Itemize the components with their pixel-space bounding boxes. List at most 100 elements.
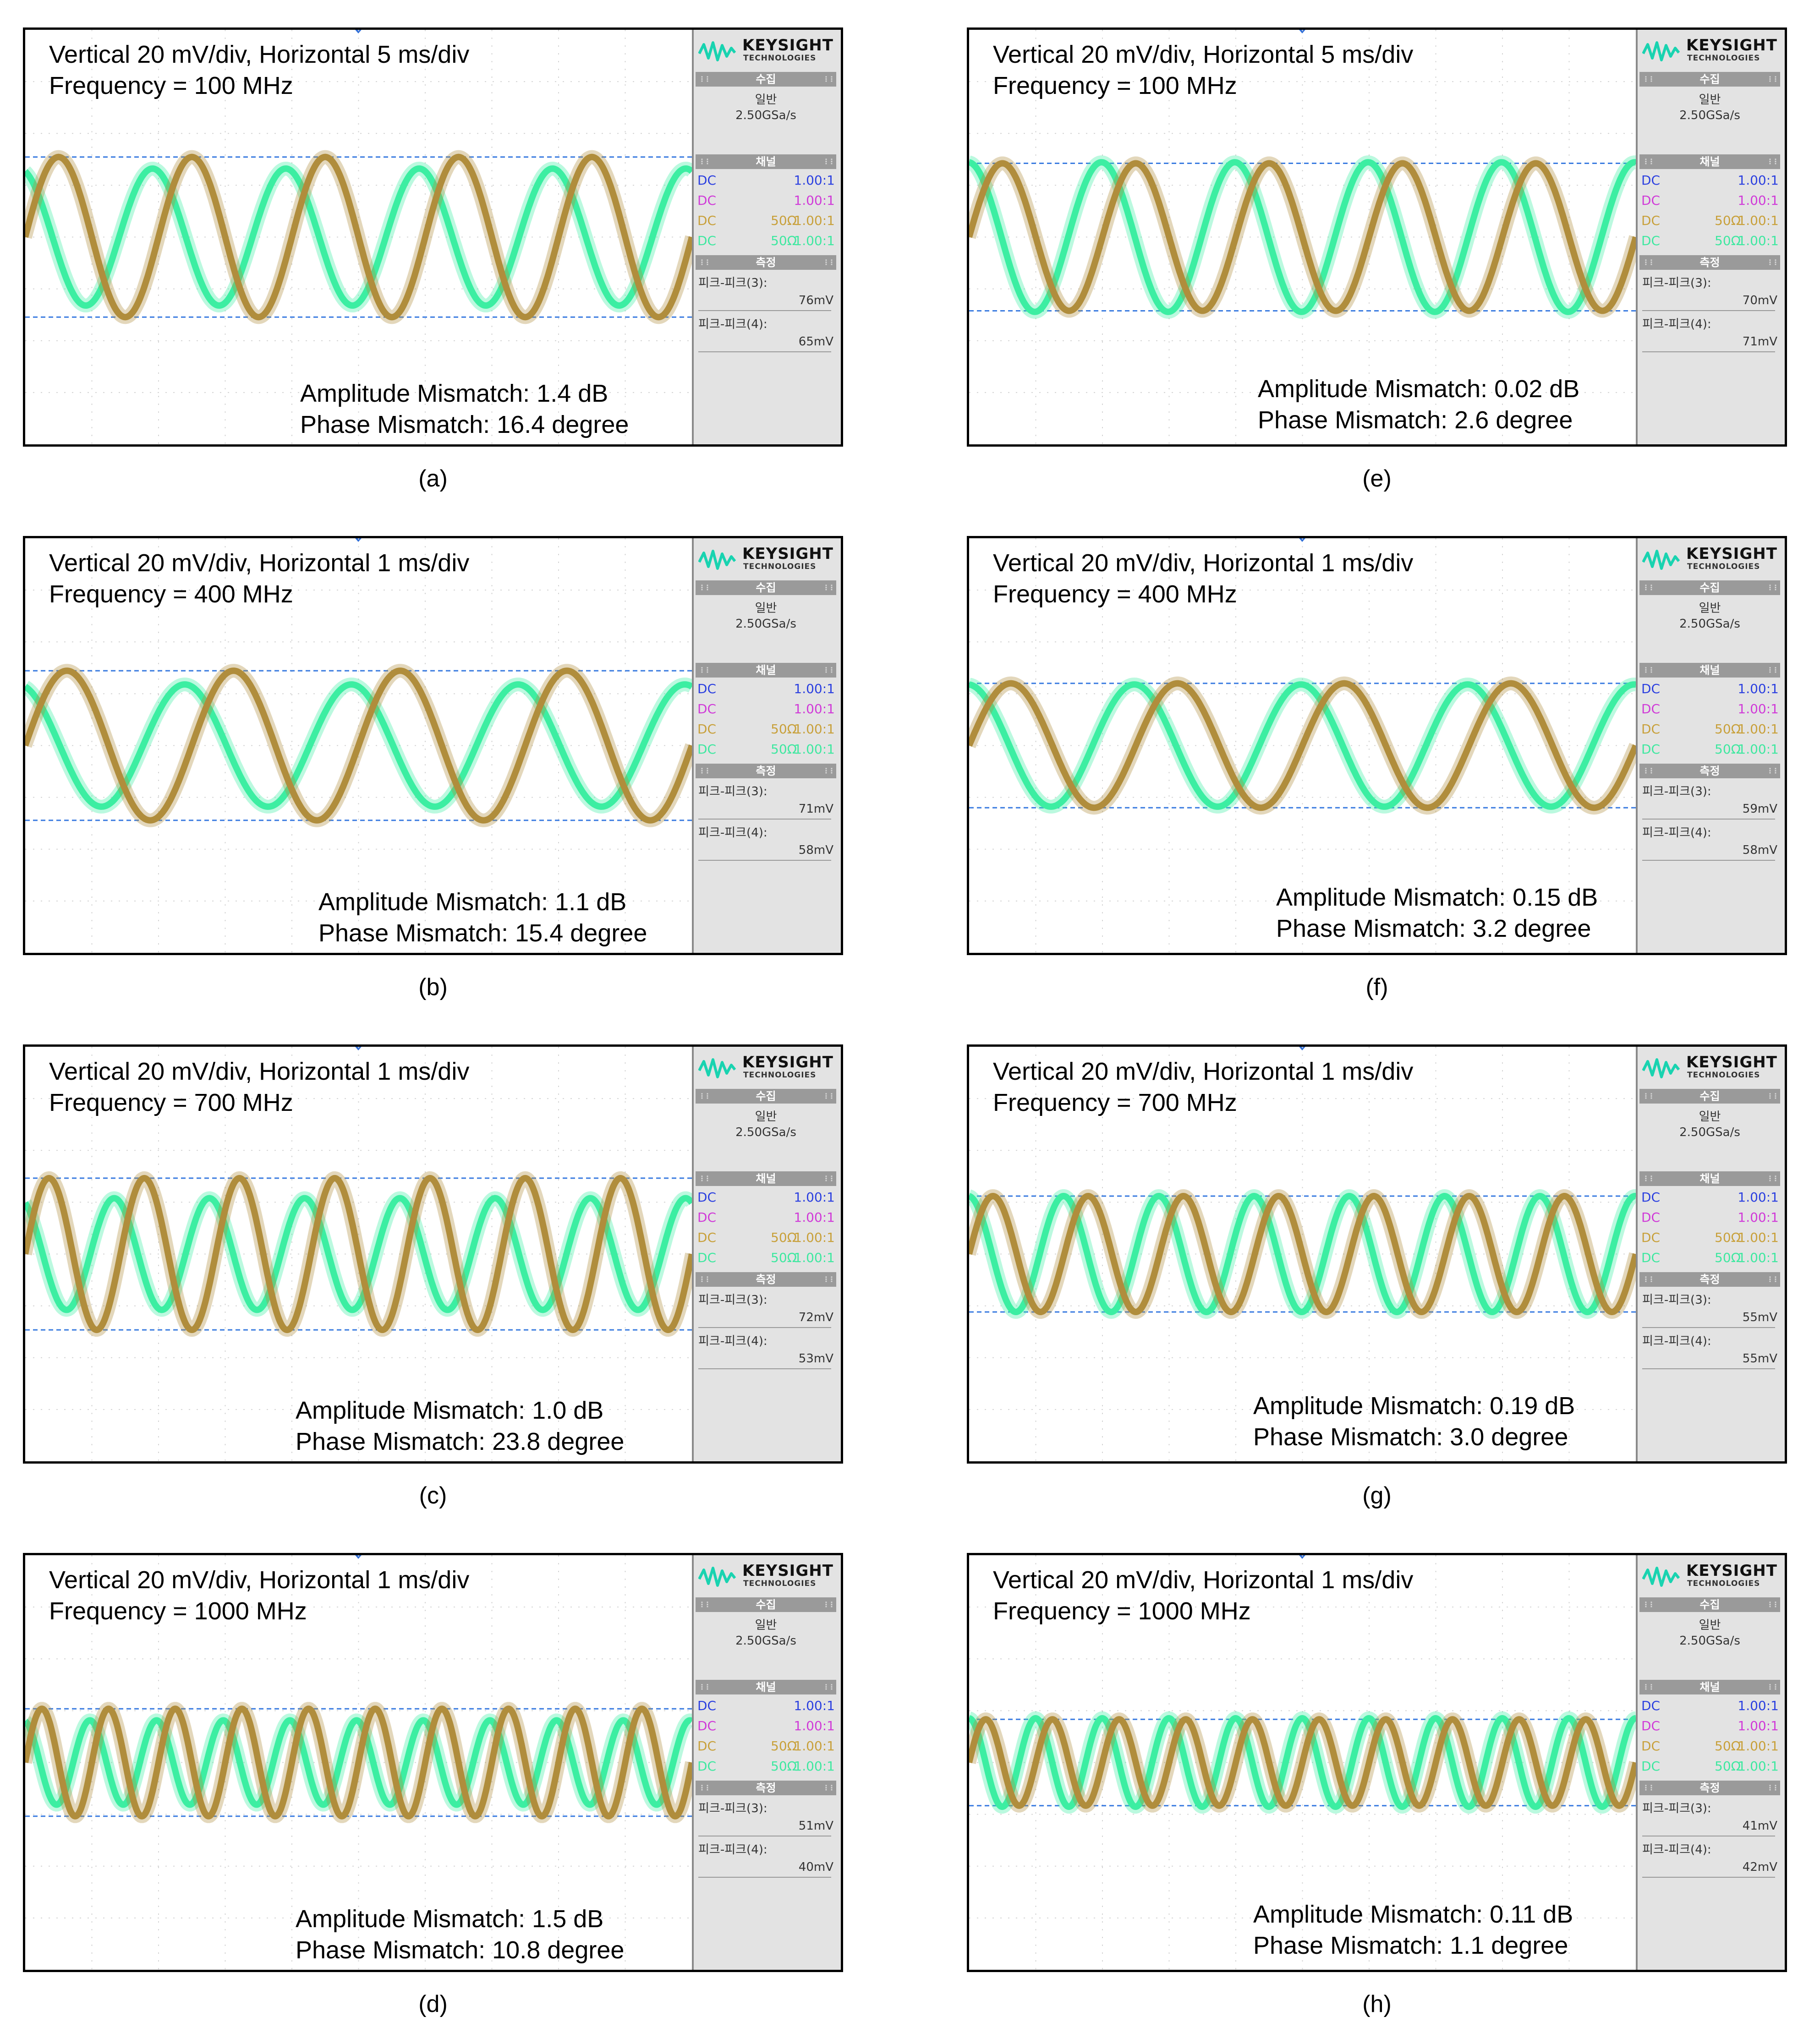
panel-caption: (c) [419, 1482, 447, 1509]
channel-probe: 1.00:1 [794, 1718, 835, 1733]
channel-probe: 1.00:1 [1738, 1718, 1779, 1733]
keysight-wave-icon [1642, 41, 1680, 61]
channel-coupling: DC [697, 1230, 717, 1245]
channel-row-4[interactable]: DC 50Ω 1.00:1 [697, 742, 835, 761]
meas4-value: 71mV [1742, 335, 1777, 349]
measure-header[interactable]: 측정 [696, 1781, 836, 1795]
channel-impedance: 50Ω [1715, 233, 1741, 248]
mismatch-label: Amplitude Mismatch: 1.0 dB Phase Mismatc… [296, 1395, 624, 1457]
meas-separator [1642, 1327, 1775, 1328]
acquire-header[interactable]: 수집 [1639, 580, 1780, 595]
trigger-marker [353, 538, 364, 542]
acquire-header[interactable]: 수집 [696, 1089, 836, 1104]
channel-row-2[interactable]: DC 1.00:1 [1641, 701, 1779, 721]
channel-coupling: DC [1641, 1738, 1661, 1754]
measure-header[interactable]: 측정 [1639, 1272, 1780, 1287]
channel-row-1[interactable]: DC 1.00:1 [697, 173, 835, 192]
channel-probe: 1.00:1 [794, 193, 835, 208]
channel-row-2[interactable]: DC 1.00:1 [1641, 193, 1779, 212]
channel-row-4[interactable]: DC 50Ω 1.00:1 [1641, 233, 1779, 252]
channel-row-3[interactable]: DC 50Ω 1.00:1 [697, 213, 835, 232]
acquire-mode: 일반 [1699, 1618, 1721, 1632]
meas4-value: 40mV [798, 1860, 833, 1874]
channel-header[interactable]: 채널 [1639, 154, 1780, 169]
channel-row-1[interactable]: DC 1.00:1 [1641, 1698, 1779, 1717]
channel-row-4[interactable]: DC 50Ω 1.00:1 [1641, 1250, 1779, 1269]
channel-row-4[interactable]: DC 50Ω 1.00:1 [697, 233, 835, 252]
channel-row-3[interactable]: DC 50Ω 1.00:1 [697, 721, 835, 741]
meas3-value: 55mV [1742, 1311, 1777, 1324]
channel-row-2[interactable]: DC 1.00:1 [697, 1718, 835, 1738]
side-menu: KEYSIGHT TECHNOLOGIES 수집 일반 2.50GSa/s 채널… [692, 538, 841, 953]
measure-header[interactable]: 측정 [1639, 764, 1780, 778]
channel-row-2[interactable]: DC 1.00:1 [697, 193, 835, 212]
channel-row-3[interactable]: DC 50Ω 1.00:1 [1641, 1738, 1779, 1758]
measure-header[interactable]: 측정 [696, 1272, 836, 1287]
channel-impedance: 50Ω [771, 1250, 797, 1265]
keysight-wave-icon [698, 1058, 736, 1078]
acquire-header[interactable]: 수집 [696, 580, 836, 595]
acquire-header[interactable]: 수집 [696, 1597, 836, 1612]
acquire-header[interactable]: 수집 [1639, 1089, 1780, 1104]
oscilloscope-screen: Vertical 20 mV/div, Horizontal 1 ms/div … [23, 536, 843, 955]
channel-row-1[interactable]: DC 1.00:1 [1641, 1190, 1779, 1209]
measure-header[interactable]: 측정 [696, 764, 836, 778]
meas-separator [698, 310, 831, 311]
channel-row-1[interactable]: DC 1.00:1 [1641, 173, 1779, 192]
channel-row-1[interactable]: DC 1.00:1 [697, 681, 835, 700]
channel-row-2[interactable]: DC 1.00:1 [1641, 1210, 1779, 1229]
measure-header[interactable]: 측정 [1639, 1781, 1780, 1795]
channel-header[interactable]: 채널 [1639, 1680, 1780, 1694]
channel-impedance: 50Ω [771, 1759, 797, 1774]
channel-coupling: DC [697, 213, 717, 228]
channel-row-2[interactable]: DC 1.00:1 [697, 701, 835, 721]
channel-row-3[interactable]: DC 50Ω 1.00:1 [697, 1230, 835, 1249]
channel-header[interactable]: 채널 [1639, 663, 1780, 678]
channel-row-4[interactable]: DC 50Ω 1.00:1 [1641, 1759, 1779, 1778]
acquire-header[interactable]: 수집 [1639, 72, 1780, 87]
trigger-marker [353, 1555, 364, 1559]
channel-row-3[interactable]: DC 50Ω 1.00:1 [1641, 721, 1779, 741]
measure-header[interactable]: 측정 [696, 255, 836, 270]
channel-row-3[interactable]: DC 50Ω 1.00:1 [697, 1738, 835, 1758]
panel-caption: (a) [418, 465, 448, 492]
scale-text: Vertical 20 mV/div, Horizontal 1 ms/div [49, 1566, 470, 1594]
waveform-svg [25, 538, 692, 953]
channel-row-2[interactable]: DC 1.00:1 [1641, 1718, 1779, 1738]
acquire-header[interactable]: 수집 [696, 72, 836, 87]
channel-coupling: DC [1641, 1190, 1661, 1205]
channel-coupling: DC [697, 1190, 717, 1205]
meas3-value: 72mV [798, 1311, 833, 1324]
channel-row-1[interactable]: DC 1.00:1 [697, 1190, 835, 1209]
channel-row-1[interactable]: DC 1.00:1 [1641, 681, 1779, 700]
channel-header[interactable]: 채널 [696, 1171, 836, 1186]
mismatch-label: Amplitude Mismatch: 0.19 dB Phase Mismat… [1253, 1390, 1575, 1453]
sample-rate: 2.50GSa/s [1679, 1126, 1740, 1139]
phase-mismatch: Phase Mismatch: 16.4 degree [300, 411, 629, 438]
keysight-logo: KEYSIGHT TECHNOLOGIES [698, 33, 836, 69]
meas3-label: 피크-피크(3): [698, 782, 833, 799]
mismatch-label: Amplitude Mismatch: 1.4 dB Phase Mismatc… [300, 378, 629, 440]
channel-header[interactable]: 채널 [696, 663, 836, 678]
channel-header[interactable]: 채널 [696, 154, 836, 169]
channel-row-4[interactable]: DC 50Ω 1.00:1 [1641, 742, 1779, 761]
brand-sub: TECHNOLOGIES [1687, 562, 1760, 571]
measure-header[interactable]: 측정 [1639, 255, 1780, 270]
channel-row-4[interactable]: DC 50Ω 1.00:1 [697, 1759, 835, 1778]
channel-row-4[interactable]: DC 50Ω 1.00:1 [697, 1250, 835, 1269]
channel-header[interactable]: 채널 [696, 1680, 836, 1694]
channel-row-3[interactable]: DC 50Ω 1.00:1 [1641, 1230, 1779, 1249]
channel-impedance: 50Ω [771, 721, 797, 737]
channel-row-3[interactable]: DC 50Ω 1.00:1 [1641, 213, 1779, 232]
channel-row-1[interactable]: DC 1.00:1 [697, 1698, 835, 1717]
channel-impedance: 50Ω [1715, 1738, 1741, 1754]
acquire-header[interactable]: 수집 [1639, 1597, 1780, 1612]
acquire-mode: 일반 [755, 93, 777, 107]
channel-row-2[interactable]: DC 1.00:1 [697, 1210, 835, 1229]
meas4-label: 피크-피크(4): [698, 823, 833, 840]
channel-header[interactable]: 채널 [1639, 1171, 1780, 1186]
channel-probe: 1.00:1 [1738, 1210, 1779, 1225]
channel-impedance: 50Ω [1715, 1759, 1741, 1774]
keysight-wave-icon [698, 41, 736, 61]
meas-separator [1642, 351, 1775, 352]
